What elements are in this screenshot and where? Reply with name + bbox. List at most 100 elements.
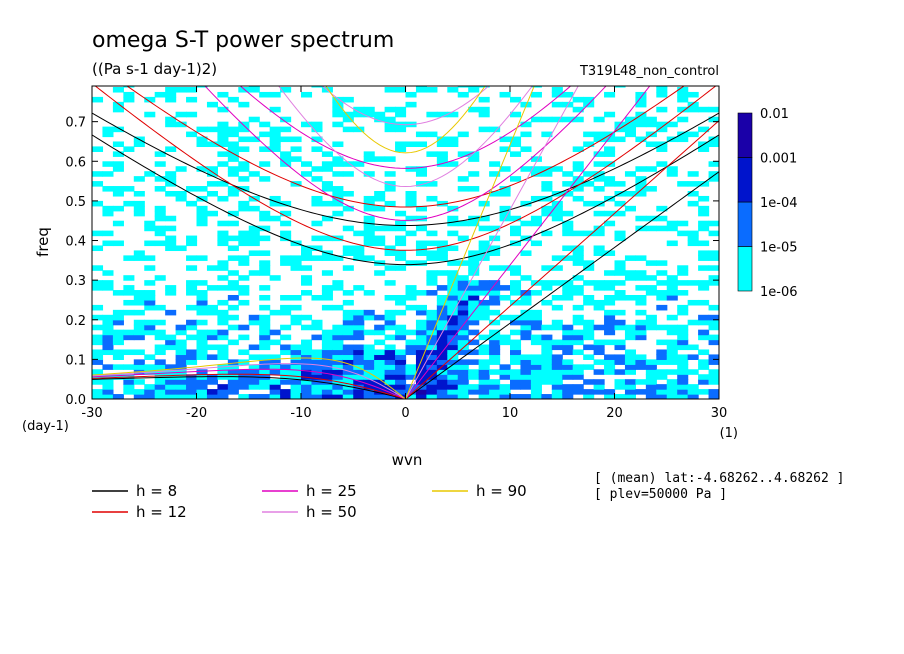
heat-cell (112, 101, 124, 108)
heat-cell (384, 379, 396, 385)
heat-cell (478, 245, 490, 252)
heat-cell (499, 190, 511, 197)
heat-cell (551, 389, 563, 395)
heat-cell (112, 334, 124, 341)
heat-cell (415, 240, 427, 247)
heat-cell (583, 364, 595, 370)
heat-cell (468, 280, 480, 286)
heat-cell (656, 354, 668, 360)
heat-cell (301, 384, 313, 390)
heat-cell (342, 364, 354, 370)
heat-cell (133, 200, 145, 207)
heat-cell (656, 339, 668, 346)
heat-cell (489, 384, 501, 390)
heat-cell (290, 374, 302, 380)
heat-cell (332, 334, 344, 341)
heat-cell (227, 156, 239, 162)
heat-cell (604, 111, 616, 118)
heat-cell (572, 275, 584, 281)
heat-cell (363, 255, 375, 261)
heat-cell (301, 255, 313, 261)
heat-cell (353, 250, 365, 256)
heat-cell (583, 265, 595, 271)
heat-cell (604, 309, 616, 316)
legend-label: h = 50 (306, 503, 357, 521)
heat-cell (186, 240, 198, 247)
heat-cell (290, 265, 302, 271)
heat-cell (280, 374, 292, 380)
heat-cell (572, 339, 584, 346)
heat-cell (499, 294, 511, 301)
heat-cell (510, 215, 522, 222)
heat-cell (499, 210, 511, 217)
heat-cell (196, 309, 208, 316)
heat-cell (415, 319, 427, 326)
heat-cell (227, 285, 239, 291)
heat-cell (604, 181, 616, 187)
heat-cell (123, 96, 135, 103)
heat-cell (457, 374, 469, 380)
heat-cell (384, 349, 396, 356)
heat-cell (645, 364, 657, 370)
heat-cell (92, 349, 104, 356)
heat-cell (447, 260, 459, 266)
heat-cell (363, 354, 375, 360)
heat-cell (269, 394, 281, 399)
heat-cell (687, 319, 699, 326)
heat-cell (541, 181, 553, 187)
heat-cell (604, 146, 616, 152)
heat-cell (248, 235, 260, 242)
heat-cell (175, 111, 187, 118)
heat-cell (92, 369, 104, 375)
heat-cell (593, 344, 605, 351)
heat-cell (551, 205, 563, 212)
heat-cell (583, 294, 595, 301)
heat-cell (520, 324, 532, 331)
heat-cell (206, 379, 218, 385)
heat-cell (447, 205, 459, 212)
heat-cell (123, 255, 135, 261)
heat-cell (572, 181, 584, 187)
heat-cell (698, 379, 710, 385)
heat-cell (353, 285, 365, 291)
heat-cell (405, 374, 417, 380)
heat-cell (227, 141, 239, 148)
heat-cell (436, 374, 448, 380)
heat-cell (541, 166, 553, 172)
heat-cell (238, 126, 250, 133)
heat-cell (447, 329, 459, 336)
heat-cell (457, 309, 469, 316)
heat-cell (363, 314, 375, 321)
heat-cell (175, 394, 187, 399)
heat-cell (405, 349, 417, 356)
heat-cell (248, 86, 260, 88)
heat-cell (269, 384, 281, 390)
heat-cell (269, 126, 281, 133)
heat-cell (624, 389, 636, 395)
heat-cell (363, 240, 375, 247)
heat-cell (614, 270, 626, 276)
heat-cell (238, 230, 250, 237)
heat-cell (666, 344, 678, 351)
heat-cell (217, 195, 229, 202)
heat-cell (112, 151, 124, 157)
heat-cell (541, 344, 553, 351)
heat-cell (405, 190, 417, 197)
heat-cell (457, 186, 469, 192)
heat-cell (520, 309, 532, 316)
heat-cell (196, 379, 208, 385)
heat-cell (332, 364, 344, 370)
heat-cell (405, 101, 417, 108)
heat-cell (186, 86, 198, 93)
heat-cell (530, 364, 542, 370)
heat-cell (92, 265, 104, 271)
x-tick-label: -30 (81, 406, 102, 421)
heat-cell (666, 339, 678, 346)
heat-cell (656, 91, 668, 98)
heat-cell (321, 304, 333, 311)
heat-cell (457, 304, 469, 311)
heat-cell (457, 364, 469, 370)
heat-cell (624, 171, 636, 177)
heat-cell (311, 294, 323, 301)
